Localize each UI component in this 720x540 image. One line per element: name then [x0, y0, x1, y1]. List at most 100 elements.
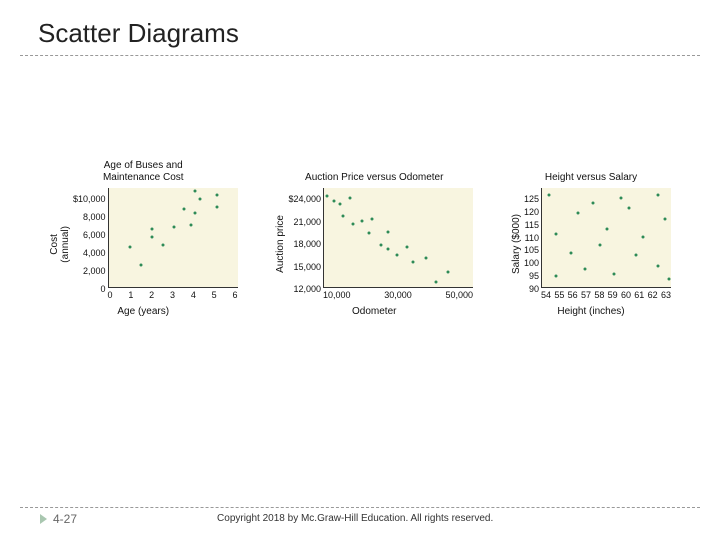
data-point: [425, 256, 428, 259]
y-ticks: $24,00021,00018,00015,00012,000: [288, 194, 321, 294]
data-point: [370, 218, 373, 221]
tick-label: 57: [581, 290, 591, 300]
data-point: [367, 232, 370, 235]
tick-label: 0: [108, 290, 113, 300]
data-point: [183, 208, 186, 211]
y-axis-label: Auction price: [275, 215, 286, 273]
data-point: [342, 215, 345, 218]
slide-number-wrap: 4-27: [40, 512, 77, 526]
scatter-chart: Age of Buses andMaintenance Cost Cost(ann…: [49, 160, 238, 317]
data-point: [555, 233, 558, 236]
tick-label: 6,000: [83, 230, 106, 240]
chart-title: Auction Price versus Odometer: [305, 172, 443, 184]
tick-label: 2,000: [83, 266, 106, 276]
x-ticks: 0123456: [108, 290, 238, 300]
data-point: [198, 198, 201, 201]
data-point: [642, 236, 645, 239]
data-point: [338, 202, 341, 205]
data-point: [396, 253, 399, 256]
x-ticks: 54555657585960616263: [541, 290, 671, 300]
data-point: [172, 226, 175, 229]
tick-label: 105: [524, 245, 539, 255]
y-ticks: 1251201151101051009590: [524, 194, 539, 294]
x-axis-label: Age (years): [117, 306, 169, 317]
tick-label: 2: [149, 290, 154, 300]
data-point: [412, 261, 415, 264]
tick-label: 120: [524, 207, 539, 217]
tick-label: 95: [529, 271, 539, 281]
tick-label: 58: [594, 290, 604, 300]
tick-label: 55: [554, 290, 564, 300]
tick-label: $10,000: [73, 194, 106, 204]
data-point: [434, 281, 437, 284]
data-point: [380, 244, 383, 247]
data-point: [194, 190, 197, 193]
data-point: [150, 236, 153, 239]
tick-label: 5: [212, 290, 217, 300]
data-point: [613, 272, 616, 275]
data-point: [555, 275, 558, 278]
tick-label: 100: [524, 258, 539, 268]
y-axis-label: Salary ($000): [511, 214, 522, 274]
data-point: [569, 251, 572, 254]
data-point: [194, 212, 197, 215]
data-point: [150, 228, 153, 231]
tick-label: 3: [170, 290, 175, 300]
data-point: [215, 206, 218, 209]
x-ticks: 10,00030,00050,000: [323, 290, 473, 300]
tick-label: 110: [525, 233, 539, 243]
charts-row: Age of Buses andMaintenance Cost Cost(ann…: [0, 160, 720, 317]
tick-label: 8,000: [83, 212, 106, 222]
data-point: [386, 230, 389, 233]
tick-label: 50,000: [445, 290, 473, 300]
data-point: [361, 219, 364, 222]
y-axis-label: Cost(annual): [49, 226, 71, 263]
x-axis-label: Height (inches): [557, 306, 624, 317]
data-point: [577, 212, 580, 215]
tick-label: 21,000: [293, 217, 321, 227]
data-point: [548, 193, 551, 196]
data-point: [447, 270, 450, 273]
tick-label: 12,000: [293, 284, 321, 294]
tick-label: 115: [525, 220, 539, 230]
tick-label: 1: [128, 290, 133, 300]
copyright-text: Copyright 2018 by Mc.Graw-Hill Education…: [217, 512, 493, 525]
data-point: [620, 196, 623, 199]
divider-top: [20, 55, 700, 56]
tick-label: 30,000: [384, 290, 412, 300]
plot-area: [108, 188, 238, 288]
data-point: [140, 264, 143, 267]
tick-label: 6: [232, 290, 237, 300]
data-point: [656, 264, 659, 267]
data-point: [584, 267, 587, 270]
tick-label: 56: [568, 290, 578, 300]
data-point: [405, 246, 408, 249]
tick-label: 18,000: [293, 239, 321, 249]
data-point: [215, 194, 218, 197]
data-point: [656, 193, 659, 196]
footer: 4-27 Copyright 2018 by Mc.Graw-Hill Educ…: [0, 507, 720, 526]
data-point: [591, 201, 594, 204]
data-point: [326, 195, 329, 198]
data-point: [598, 243, 601, 246]
tick-label: 60: [621, 290, 631, 300]
scatter-chart: Height versus SalarySalary ($000)1251201…: [511, 172, 671, 317]
page-title: Scatter Diagrams: [0, 0, 720, 55]
scatter-chart: Auction Price versus Odometer Auction pri…: [275, 172, 473, 317]
data-point: [663, 217, 666, 220]
data-point: [129, 246, 132, 249]
tick-label: 61: [634, 290, 644, 300]
plot-area: [323, 188, 473, 288]
tick-label: 15,000: [293, 262, 321, 272]
divider-bottom: [20, 507, 700, 508]
data-point: [668, 278, 671, 281]
data-point: [386, 247, 389, 250]
chart-title: Age of Buses andMaintenance Cost: [103, 160, 184, 184]
tick-label: 4,000: [83, 248, 106, 258]
data-point: [332, 199, 335, 202]
tick-label: 62: [648, 290, 658, 300]
data-point: [348, 196, 351, 199]
data-point: [634, 254, 637, 257]
data-point: [606, 228, 609, 231]
chart-title: Height versus Salary: [545, 172, 637, 184]
